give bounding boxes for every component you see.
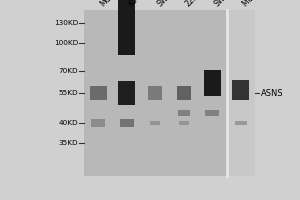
Text: 100KD: 100KD: [54, 40, 78, 46]
Bar: [235, 121, 247, 125]
Text: 22RV-1: 22RV-1: [184, 0, 209, 8]
Bar: [118, 0, 135, 55]
Bar: [84, 10, 226, 176]
Text: 55KD: 55KD: [58, 90, 78, 96]
Bar: [177, 86, 190, 100]
Text: MCF-7: MCF-7: [98, 0, 122, 8]
Bar: [120, 119, 134, 127]
Bar: [178, 121, 189, 125]
Bar: [204, 70, 221, 96]
Text: Mouse testis: Mouse testis: [241, 0, 281, 8]
Bar: [232, 80, 249, 100]
Text: 130KD: 130KD: [54, 20, 78, 26]
Text: 40KD: 40KD: [58, 120, 78, 126]
Text: ASNS: ASNS: [261, 88, 284, 98]
Bar: [92, 119, 105, 127]
Bar: [150, 121, 160, 125]
Bar: [226, 10, 255, 176]
Bar: [90, 86, 107, 100]
Text: 35KD: 35KD: [58, 140, 78, 146]
Bar: [148, 86, 162, 100]
Bar: [206, 110, 219, 116]
Text: SW480: SW480: [155, 0, 181, 8]
Text: SW620: SW620: [212, 0, 238, 8]
Text: 70KD: 70KD: [58, 68, 78, 74]
Text: K562: K562: [127, 0, 147, 8]
Bar: [178, 110, 190, 116]
Bar: [118, 81, 135, 105]
